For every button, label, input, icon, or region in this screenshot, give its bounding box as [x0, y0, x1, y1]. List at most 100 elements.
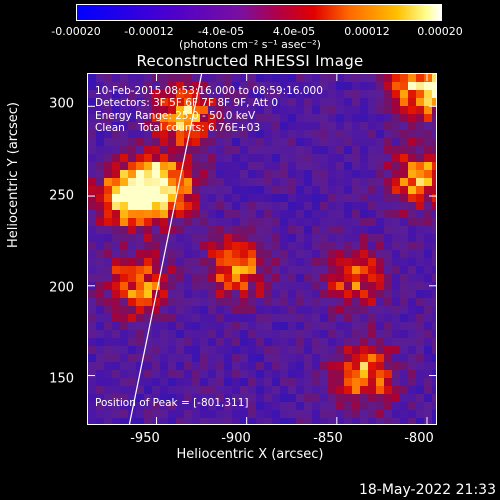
heatmap-cell	[136, 162, 144, 170]
heatmap-cell	[352, 394, 360, 402]
heatmap-cell	[240, 290, 248, 298]
heatmap-cell	[264, 250, 272, 258]
heatmap-cell	[368, 386, 376, 394]
heatmap-cell	[432, 258, 436, 266]
heatmap-cell	[424, 226, 432, 234]
heatmap-cell	[328, 74, 336, 82]
heatmap-cell	[408, 178, 416, 186]
heatmap-cell	[376, 242, 384, 250]
heatmap-cell	[328, 170, 336, 178]
heatmap-cell	[120, 210, 128, 218]
heatmap-cell	[112, 170, 120, 178]
heatmap-cell	[144, 218, 152, 226]
heatmap-cell	[128, 266, 136, 274]
heatmap-cell	[328, 394, 336, 402]
heatmap-cell	[136, 298, 144, 306]
heatmap-cell	[216, 314, 224, 322]
heatmap-cell	[264, 306, 272, 314]
heatmap-cell	[248, 330, 256, 338]
heatmap-cell	[160, 226, 168, 234]
heatmap-cell	[232, 386, 240, 394]
heatmap-cell	[136, 194, 144, 202]
heatmap-cell	[120, 322, 128, 330]
heatmap-cell	[280, 250, 288, 258]
heatmap-cell	[400, 226, 408, 234]
heatmap-cell	[296, 146, 304, 154]
heatmap-cell	[136, 106, 144, 114]
heatmap-cell	[232, 74, 240, 82]
heatmap-cell	[264, 74, 272, 82]
heatmap-cell	[248, 266, 256, 274]
heatmap-cell	[424, 202, 432, 210]
heatmap-cell	[112, 338, 120, 346]
heatmap-cell	[216, 106, 224, 114]
heatmap-cell	[312, 146, 320, 154]
heatmap-cell	[400, 122, 408, 130]
heatmap-cell	[216, 90, 224, 98]
heatmap-cell	[120, 82, 128, 90]
heatmap-cell	[232, 90, 240, 98]
heatmap-cell	[128, 90, 136, 98]
heatmap-cell	[336, 378, 344, 386]
heatmap-cell	[432, 130, 436, 138]
heatmap-cell	[256, 290, 264, 298]
heatmap-cell	[208, 266, 216, 274]
heatmap-cell	[96, 370, 104, 378]
heatmap-cell	[328, 194, 336, 202]
heatmap-cell	[216, 202, 224, 210]
annotation-detectors: Detectors: 3F 5F 6F 7F 8F 9F, Att 0	[95, 97, 279, 109]
heatmap-cell	[312, 250, 320, 258]
heatmap-cell	[176, 146, 184, 154]
heatmap-cell	[112, 314, 120, 322]
heatmap-cell	[184, 106, 192, 114]
heatmap-cell	[304, 242, 312, 250]
heatmap-cell	[104, 362, 112, 370]
heatmap-cell	[192, 114, 200, 122]
heatmap-cell	[328, 218, 336, 226]
heatmap-cell	[208, 178, 216, 186]
heatmap-cell	[392, 266, 400, 274]
heatmap-cell	[368, 162, 376, 170]
heatmap-cell	[208, 82, 216, 90]
plot-date: 18-May-2022 21:33	[358, 482, 496, 498]
heatmap-cell	[360, 74, 368, 82]
heatmap-cell	[96, 258, 104, 266]
heatmap-cell	[144, 114, 152, 122]
heatmap-cell	[184, 314, 192, 322]
heatmap-cell	[360, 138, 368, 146]
heatmap-cell	[416, 378, 424, 386]
heatmap-cell	[168, 170, 176, 178]
heatmap-cell	[176, 330, 184, 338]
heatmap-cell	[216, 418, 224, 424]
heatmap-cell	[336, 98, 344, 106]
heatmap-cell	[160, 402, 168, 410]
heatmap-cell	[360, 410, 368, 418]
heatmap-cell	[176, 154, 184, 162]
heatmap-cell	[272, 338, 280, 346]
heatmap-cell	[304, 306, 312, 314]
heatmap-cell	[392, 98, 400, 106]
heatmap-cell	[432, 362, 436, 370]
heatmap-cell	[400, 258, 408, 266]
heatmap-cell	[352, 402, 360, 410]
heatmap-cell	[200, 218, 208, 226]
heatmap-cell	[216, 322, 224, 330]
heatmap-cell	[168, 314, 176, 322]
heatmap-cell	[136, 82, 144, 90]
heatmap-cell	[424, 98, 432, 106]
heatmap-cell	[240, 106, 248, 114]
heatmap-cell	[184, 74, 192, 82]
heatmap-cell	[136, 202, 144, 210]
heatmap-cell	[232, 122, 240, 130]
heatmap-cell	[136, 178, 144, 186]
heatmap-cell	[336, 170, 344, 178]
heatmap-cell	[432, 114, 436, 122]
heatmap-cell	[384, 210, 392, 218]
heatmap-cell	[384, 82, 392, 90]
heatmap-cell	[184, 362, 192, 370]
heatmap-cell	[208, 306, 216, 314]
heatmap-cell	[176, 298, 184, 306]
heatmap-cell	[168, 138, 176, 146]
heatmap-cell	[216, 242, 224, 250]
heatmap-cell	[352, 306, 360, 314]
